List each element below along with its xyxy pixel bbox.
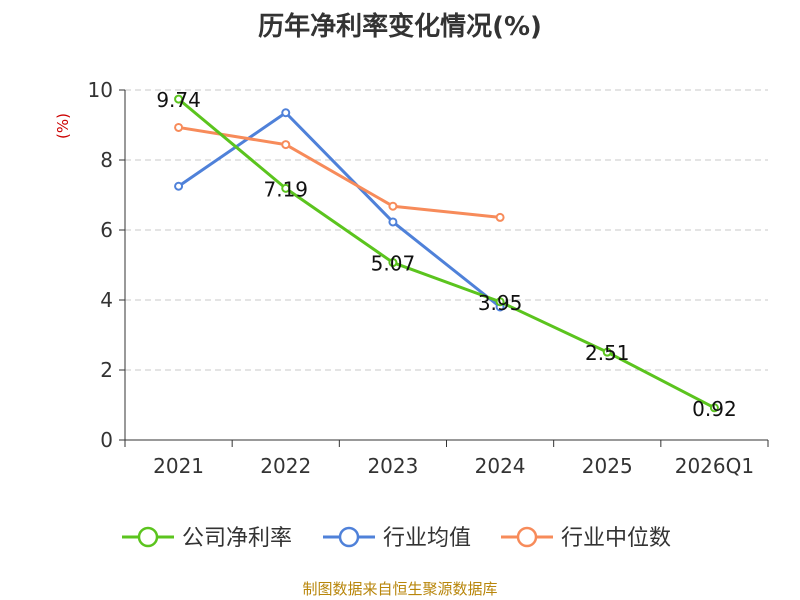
data-label: 2.51 bbox=[585, 341, 630, 365]
legend-item-3[interactable]: 行业中位数 bbox=[501, 526, 671, 551]
legend-item-1[interactable]: 公司净利率 bbox=[122, 526, 292, 551]
chart-title: 历年净利率变化情况(%) bbox=[258, 12, 542, 42]
grid-lines bbox=[125, 89, 768, 371]
legend-label: 行业中位数 bbox=[561, 526, 671, 551]
y-tick-label: 10 bbox=[88, 78, 113, 102]
series-line-1 bbox=[177, 97, 716, 410]
data-point bbox=[174, 181, 184, 191]
data-point bbox=[281, 108, 291, 118]
data-point bbox=[174, 122, 184, 132]
data-label: 5.07 bbox=[371, 252, 416, 276]
data-point bbox=[495, 297, 505, 307]
y-tick-label: 0 bbox=[100, 428, 113, 452]
y-tick-label: 2 bbox=[100, 358, 113, 382]
source-note: 制图数据来自恒生聚源数据库 bbox=[302, 580, 498, 598]
y-tick-label: 4 bbox=[100, 288, 113, 312]
data-point bbox=[495, 212, 505, 222]
x-tick-label: 2024 bbox=[475, 454, 526, 478]
data-label: 3.95 bbox=[478, 291, 523, 315]
legend-marker-icon bbox=[338, 526, 360, 548]
data-point bbox=[709, 403, 719, 413]
data-label: 7.19 bbox=[263, 177, 308, 201]
x-tick-label: 2026Q1 bbox=[675, 454, 754, 478]
data-label: 9.74 bbox=[156, 88, 201, 112]
series-line-3 bbox=[178, 125, 501, 219]
data-point bbox=[388, 201, 398, 211]
axes: 0 2 4 6 8 10 2021 2022 2023 2024 2025 2026Q1 (%) bbox=[54, 78, 769, 478]
series-layer bbox=[174, 94, 719, 413]
x-tick-label: 2022 bbox=[260, 454, 311, 478]
data-point bbox=[281, 140, 291, 150]
legend-marker-icon bbox=[137, 526, 159, 548]
y-tick-label: 6 bbox=[100, 218, 113, 242]
legend-label: 公司净利率 bbox=[182, 526, 292, 551]
data-point bbox=[388, 217, 398, 227]
y-axis-unit: (%) bbox=[54, 113, 72, 139]
data-point bbox=[281, 183, 291, 193]
x-tick-label: 2025 bbox=[582, 454, 633, 478]
x-tick-label: 2023 bbox=[367, 454, 418, 478]
data-point bbox=[174, 94, 184, 104]
legend-marker-icon bbox=[516, 526, 538, 548]
data-point bbox=[388, 258, 398, 268]
legend-item-2[interactable]: 行业均值 bbox=[323, 526, 471, 551]
legend[interactable]: 公司净利率 行业均值 行业中位数 bbox=[122, 526, 671, 551]
x-tick-label: 2021 bbox=[153, 454, 204, 478]
series-line-2 bbox=[177, 111, 502, 309]
data-labels: 9.74 7.19 5.07 3.95 2.51 0.92 bbox=[156, 88, 736, 421]
data-label: 0.92 bbox=[692, 397, 737, 421]
legend-label: 行业均值 bbox=[383, 526, 471, 551]
y-tick-label: 8 bbox=[100, 148, 113, 172]
data-point bbox=[602, 347, 612, 357]
